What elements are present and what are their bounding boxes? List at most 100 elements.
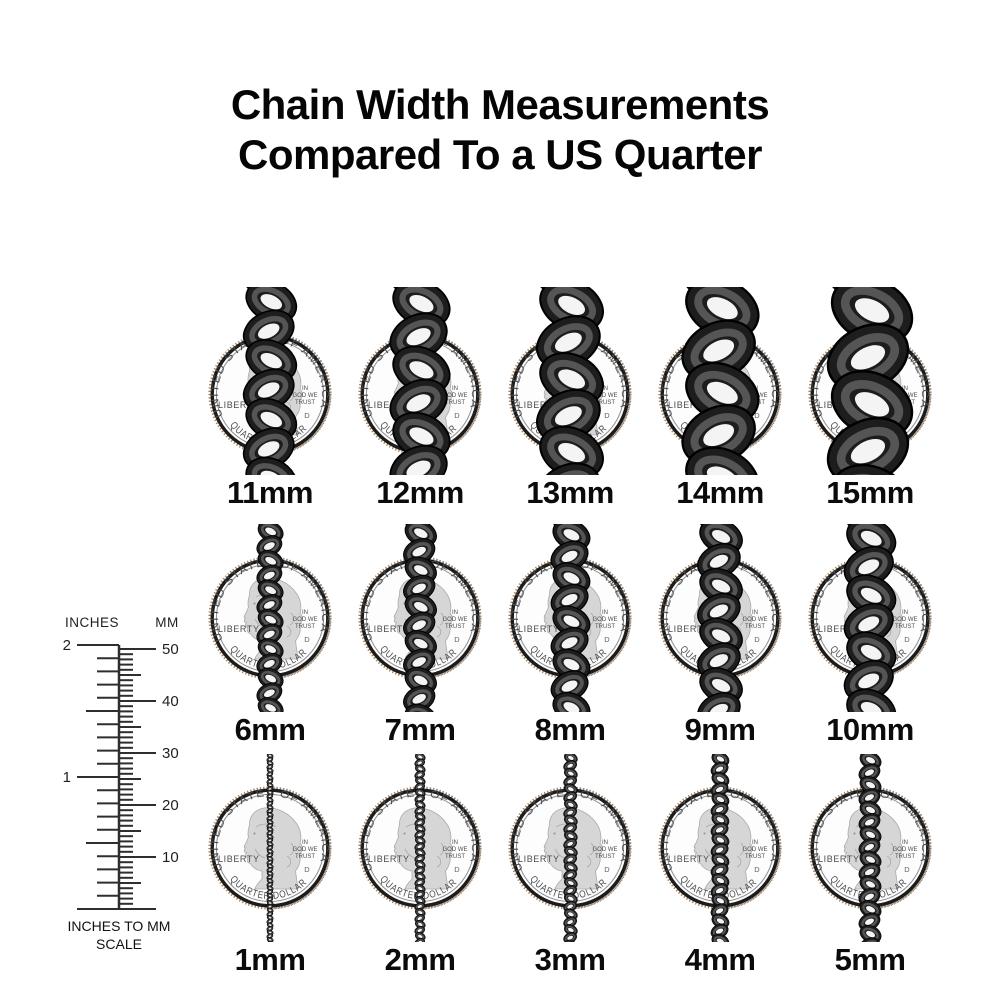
coin-liberty-text: LIBERTY: [218, 400, 260, 410]
ruler-mm-label: 30: [162, 745, 179, 762]
coin-liberty-text: LIBERTY: [818, 624, 860, 634]
chain-image: [710, 754, 730, 942]
coin-liberty-text: LIBERTY: [668, 854, 710, 864]
chain-image: [697, 524, 743, 712]
chain-image: [562, 754, 578, 942]
chain-width-label: 9mm: [684, 712, 756, 747]
coin-liberty-text: LIBERTY: [518, 854, 560, 864]
coin-mint-mark: D: [604, 411, 610, 420]
coin-motto-line2: GOD WE: [293, 393, 318, 399]
coin-motto-line3: TRUST: [295, 400, 315, 406]
chain-row-1-5mm: UNITED STATES OF AMERICAQUARTER DOLLARLI…: [195, 754, 945, 999]
chain-width-label: 15mm: [826, 475, 914, 510]
chain-quarter-cell: UNITED STATES OF AMERICAQUARTER DOLLARLI…: [645, 524, 795, 769]
coin-motto-line2: GOD WE: [293, 617, 318, 623]
ruler-inches-unit: INCHES: [65, 615, 119, 630]
coin-mint-mark: D: [904, 635, 910, 644]
coin-mint-mark: D: [304, 635, 310, 644]
chain-quarter-cell: UNITED STATES OF AMERICAQUARTER DOLLARLI…: [195, 287, 345, 532]
bust-eye: [853, 832, 856, 835]
coin-motto-line1: IN: [752, 840, 758, 846]
coin-motto-line3: TRUST: [595, 624, 615, 630]
coin-liberty-text: LIBERTY: [368, 854, 410, 864]
coin-motto-line1: IN: [452, 386, 458, 392]
coin-liberty-text: LIBERTY: [518, 624, 560, 634]
chain-image: [256, 524, 284, 712]
chain-image: [403, 524, 437, 712]
coin-motto-line3: TRUST: [445, 854, 465, 860]
chain-image: [266, 754, 274, 942]
coin-motto-line1: IN: [752, 610, 758, 616]
chain-link: [414, 937, 426, 942]
coin-mint-mark: D: [754, 411, 760, 420]
ruler-caption-line2: SCALE: [96, 936, 142, 952]
coin-liberty-text: LIBERTY: [218, 624, 260, 634]
coin-motto-line1: IN: [902, 386, 908, 392]
coin-mint-mark: D: [604, 865, 610, 874]
chain-image: [389, 287, 451, 475]
coin-motto-line2: GOD WE: [443, 847, 468, 853]
coin-liberty-text: LIBERTY: [368, 400, 410, 410]
coin-motto-line2: GOD WE: [293, 847, 318, 853]
coin-mint-mark: D: [754, 865, 760, 874]
chain-link: [830, 463, 914, 475]
ruler-inch-label: 1: [63, 769, 71, 786]
coin-motto-line3: TRUST: [895, 854, 915, 860]
quarter-coin-image: UNITED STATES OF AMERICAQUARTER DOLLARLI…: [208, 556, 332, 680]
coin-motto-line1: IN: [902, 840, 908, 846]
chain-link: [711, 933, 730, 942]
bust-hair-detail: [254, 823, 294, 868]
chain-link: [536, 462, 601, 475]
chain-image: [550, 524, 590, 712]
chain-link: [551, 691, 590, 712]
ruler-mm-label: 50: [162, 641, 179, 658]
chain-width-label: 7mm: [384, 712, 456, 747]
washington-bust: [243, 807, 303, 890]
coin-reeded-edge-right: [569, 556, 632, 680]
chain-link: [697, 543, 741, 580]
chain-quarter-cell: UNITED STATES OF AMERICAQUARTER DOLLARLI…: [795, 524, 945, 769]
coin-motto-line1: IN: [602, 386, 608, 392]
chain-link: [858, 937, 881, 942]
coin-motto-line3: TRUST: [595, 854, 615, 860]
bust-eye: [703, 832, 706, 835]
chain-quarter-cell: UNITED STATES OF AMERICAQUARTER DOLLARLI…: [645, 287, 795, 532]
chain-link: [563, 939, 578, 942]
chain-link: [711, 852, 730, 868]
chain-link: [257, 697, 284, 712]
coin-motto-line1: IN: [302, 610, 308, 616]
chain-link: [404, 703, 437, 712]
coin-motto-line1: IN: [452, 610, 458, 616]
ruler-mm-label: 40: [162, 693, 179, 710]
chain-image: [414, 754, 426, 942]
chain-width-label: 5mm: [834, 942, 906, 977]
coin-reeded-edge-right: [719, 556, 782, 680]
coin-reeded-edge-right: [869, 556, 932, 680]
chain-width-label: 6mm: [234, 712, 306, 747]
chain-quarter-cell: UNITED STATES OF AMERICAQUARTER DOLLARLI…: [345, 524, 495, 769]
coin-motto-line3: TRUST: [445, 624, 465, 630]
bust-eye: [553, 832, 556, 835]
chain-quarter-cell: UNITED STATES OF AMERICAQUARTER DOLLARLI…: [195, 524, 345, 769]
chain-width-label: 2mm: [384, 942, 456, 977]
coin-reeded-edge-right: [419, 332, 482, 456]
coin-motto-line2: GOD WE: [893, 617, 918, 623]
chain-width-label: 8mm: [534, 712, 606, 747]
coin-reeded-edge-right: [269, 332, 332, 456]
chain-link: [389, 444, 448, 475]
chain-image: [536, 287, 604, 475]
coin-mint-mark: D: [454, 635, 460, 644]
coin-motto-line3: TRUST: [745, 854, 765, 860]
title-line-2: Compared To a US Quarter: [238, 130, 763, 178]
coin-reeded-edge-right: [419, 786, 482, 910]
coin-reeded-edge-right: [719, 786, 782, 910]
chain-link: [414, 902, 426, 911]
coin-motto-line2: GOD WE: [593, 847, 618, 853]
coin-motto-line3: TRUST: [895, 624, 915, 630]
coin-motto-line1: IN: [602, 610, 608, 616]
ruler-mm-label: 10: [162, 849, 179, 866]
chain-quarter-cell: UNITED STATES OF AMERICAQUARTER DOLLARLI…: [195, 754, 345, 999]
coin-liberty-text: LIBERTY: [668, 400, 710, 410]
chain-quarter-cell: UNITED STATES OF AMERICAQUARTER DOLLARLI…: [345, 754, 495, 999]
bust-eye: [253, 602, 256, 605]
